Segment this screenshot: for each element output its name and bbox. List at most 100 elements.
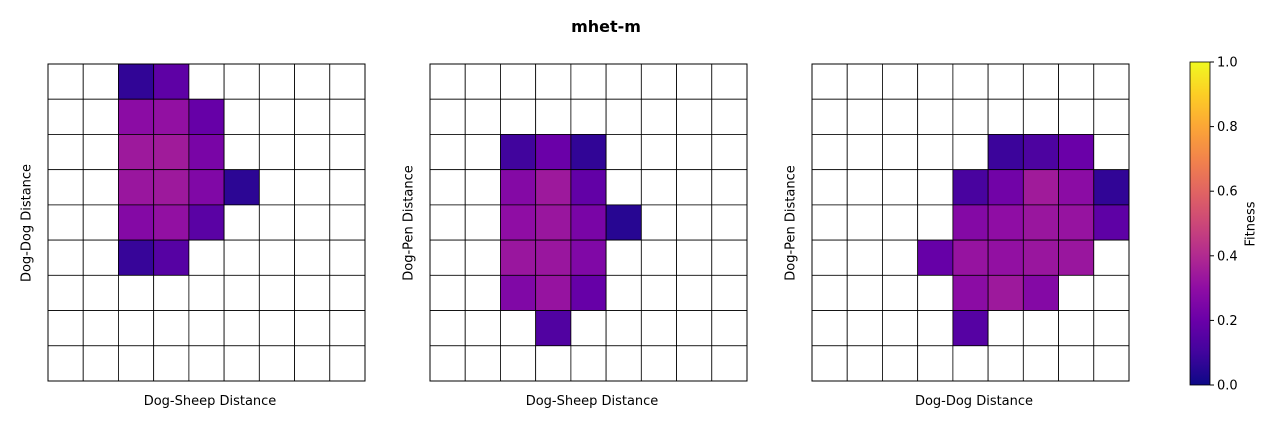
panel-2-cell-r3-c1 — [464, 169, 501, 206]
panel-2-cell-r3-c4 — [570, 169, 607, 206]
panel-2-cell-r7-c0 — [429, 310, 466, 347]
panel-2-cell-r2-c6 — [640, 134, 677, 171]
panel-1-cell-r5-c5 — [223, 239, 260, 276]
panel-2-cell-r3-c8 — [711, 169, 748, 206]
panel-3-cell-r3-c6 — [1022, 169, 1059, 206]
panel-3-cell-r3-c1 — [846, 169, 883, 206]
panel-3-cell-r3-c5 — [987, 169, 1024, 206]
panel-2-cell-r8-c1 — [464, 345, 501, 382]
panel-2-cell-r2-c1 — [464, 134, 501, 171]
panel-3-cell-r7-c0 — [811, 310, 848, 347]
panel-3-cell-r6-c3 — [917, 274, 954, 311]
panel-1-cell-r8-c0 — [47, 345, 84, 382]
panel-1-cell-r2-c6 — [258, 134, 295, 171]
panel-2-cell-r1-c0 — [429, 98, 466, 135]
panel-3-cell-r3-c7 — [1058, 169, 1095, 206]
panel-2-cell-r0-c3 — [535, 63, 572, 100]
panel-3-cell-r1-c0 — [811, 98, 848, 135]
panel-1-cell-r0-c3 — [153, 63, 190, 100]
panel-1-cell-r2-c7 — [294, 134, 331, 171]
panel-2-cell-r1-c5 — [605, 98, 642, 135]
panel-2-cell-r4-c2 — [500, 204, 537, 241]
panel-1-cell-r5-c2 — [118, 239, 155, 276]
panel-3-cell-r0-c0 — [811, 63, 848, 100]
panel-1-cell-r1-c4 — [188, 98, 225, 135]
panel-3-cell-r4-c1 — [846, 204, 883, 241]
panel-2-cell-r5-c7 — [676, 239, 713, 276]
panel-2-cell-r5-c2 — [500, 239, 537, 276]
panel-2-cell-r4-c1 — [464, 204, 501, 241]
panel-1-cell-r5-c4 — [188, 239, 225, 276]
panel-2-cell-r1-c8 — [711, 98, 748, 135]
panel-2-cell-r0-c2 — [500, 63, 537, 100]
panel-2-cell-r6-c0 — [429, 274, 466, 311]
panel-1-cell-r4-c4 — [188, 204, 225, 241]
panel-2-cell-r7-c1 — [464, 310, 501, 347]
panel-1-cell-r5-c1 — [82, 239, 119, 276]
panel-1-cell-r0-c6 — [258, 63, 295, 100]
panel-1-cell-r7-c3 — [153, 310, 190, 347]
panel-3-cell-r2-c5 — [987, 134, 1024, 171]
panel-3-cell-r0-c1 — [846, 63, 883, 100]
panel-3-cell-r0-c4 — [952, 63, 989, 100]
panel-3-cell-r3-c3 — [917, 169, 954, 206]
panel-1-cell-r5-c0 — [47, 239, 84, 276]
panel-2-cell-r7-c3 — [535, 310, 572, 347]
panel-2-cell-r4-c4 — [570, 204, 607, 241]
panel-3-cell-r5-c4 — [952, 239, 989, 276]
panel-2-cell-r8-c8 — [711, 345, 748, 382]
panel-2-cell-r5-c0 — [429, 239, 466, 276]
panel-2-cell-r2-c3 — [535, 134, 572, 171]
panel-2-cell-r6-c5 — [605, 274, 642, 311]
panel-1-cell-r3-c7 — [294, 169, 331, 206]
panel-3-cell-r0-c5 — [987, 63, 1024, 100]
panel-3-cell-r6-c4 — [952, 274, 989, 311]
panel-1-cell-r4-c6 — [258, 204, 295, 241]
panel-1-cell-r6-c3 — [153, 274, 190, 311]
panel-1-cell-r6-c1 — [82, 274, 119, 311]
panel-2-cell-r3-c6 — [640, 169, 677, 206]
colorbar-tick-label-5: 1.0 — [1217, 56, 1238, 71]
panel-1-cell-r3-c4 — [188, 169, 225, 206]
panel-3-cell-r5-c0 — [811, 239, 848, 276]
panel-3-cell-r3-c8 — [1093, 169, 1130, 206]
panel-3-cell-r1-c5 — [987, 98, 1024, 135]
panel-3-cell-r2-c2 — [882, 134, 919, 171]
panel-3-cell-r8-c5 — [987, 345, 1024, 382]
panel-1-cell-r1-c7 — [294, 98, 331, 135]
panel-1-cell-r2-c1 — [82, 134, 119, 171]
panel-3-cell-r4-c3 — [917, 204, 954, 241]
panel-2-cell-r3-c0 — [429, 169, 466, 206]
panel-2-cell-r0-c5 — [605, 63, 642, 100]
panel-2-cell-r0-c8 — [711, 63, 748, 100]
panel-3-cell-r3-c0 — [811, 169, 848, 206]
panel-1-cell-r8-c6 — [258, 345, 295, 382]
panel-3-cell-r6-c7 — [1058, 274, 1095, 311]
panel-3-cell-r0-c2 — [882, 63, 919, 100]
panel-1-cell-r0-c5 — [223, 63, 260, 100]
panel-1-cell-r1-c3 — [153, 98, 190, 135]
panel-3-cell-r8-c4 — [952, 345, 989, 382]
panel-2-cell-r5-c6 — [640, 239, 677, 276]
panel-3-cell-r2-c8 — [1093, 134, 1130, 171]
panel-2-cell-r8-c4 — [570, 345, 607, 382]
panel-2-cell-r2-c8 — [711, 134, 748, 171]
panel-2-cell-r5-c5 — [605, 239, 642, 276]
panel-1-cell-r1-c1 — [82, 98, 119, 135]
panel-1-cell-r2-c4 — [188, 134, 225, 171]
colorbar-tick-label-3: 0.6 — [1217, 185, 1238, 200]
panel-1-cell-r8-c3 — [153, 345, 190, 382]
panel-3-cell-r1-c6 — [1022, 98, 1059, 135]
panel-3-cell-r5-c7 — [1058, 239, 1095, 276]
panel-1-cell-r7-c1 — [82, 310, 119, 347]
panel-3-cell-r8-c3 — [917, 345, 954, 382]
panel-1-cell-r6-c0 — [47, 274, 84, 311]
panel-1-cell-r5-c3 — [153, 239, 190, 276]
panel-1-cell-r4-c5 — [223, 204, 260, 241]
panel-2-cell-r6-c8 — [711, 274, 748, 311]
panel-1-cell-r2-c2 — [118, 134, 155, 171]
panel-2-cell-r8-c3 — [535, 345, 572, 382]
panel-1-cell-r8-c4 — [188, 345, 225, 382]
panel-3-cell-r6-c5 — [987, 274, 1024, 311]
panel-2-cell-r1-c7 — [676, 98, 713, 135]
